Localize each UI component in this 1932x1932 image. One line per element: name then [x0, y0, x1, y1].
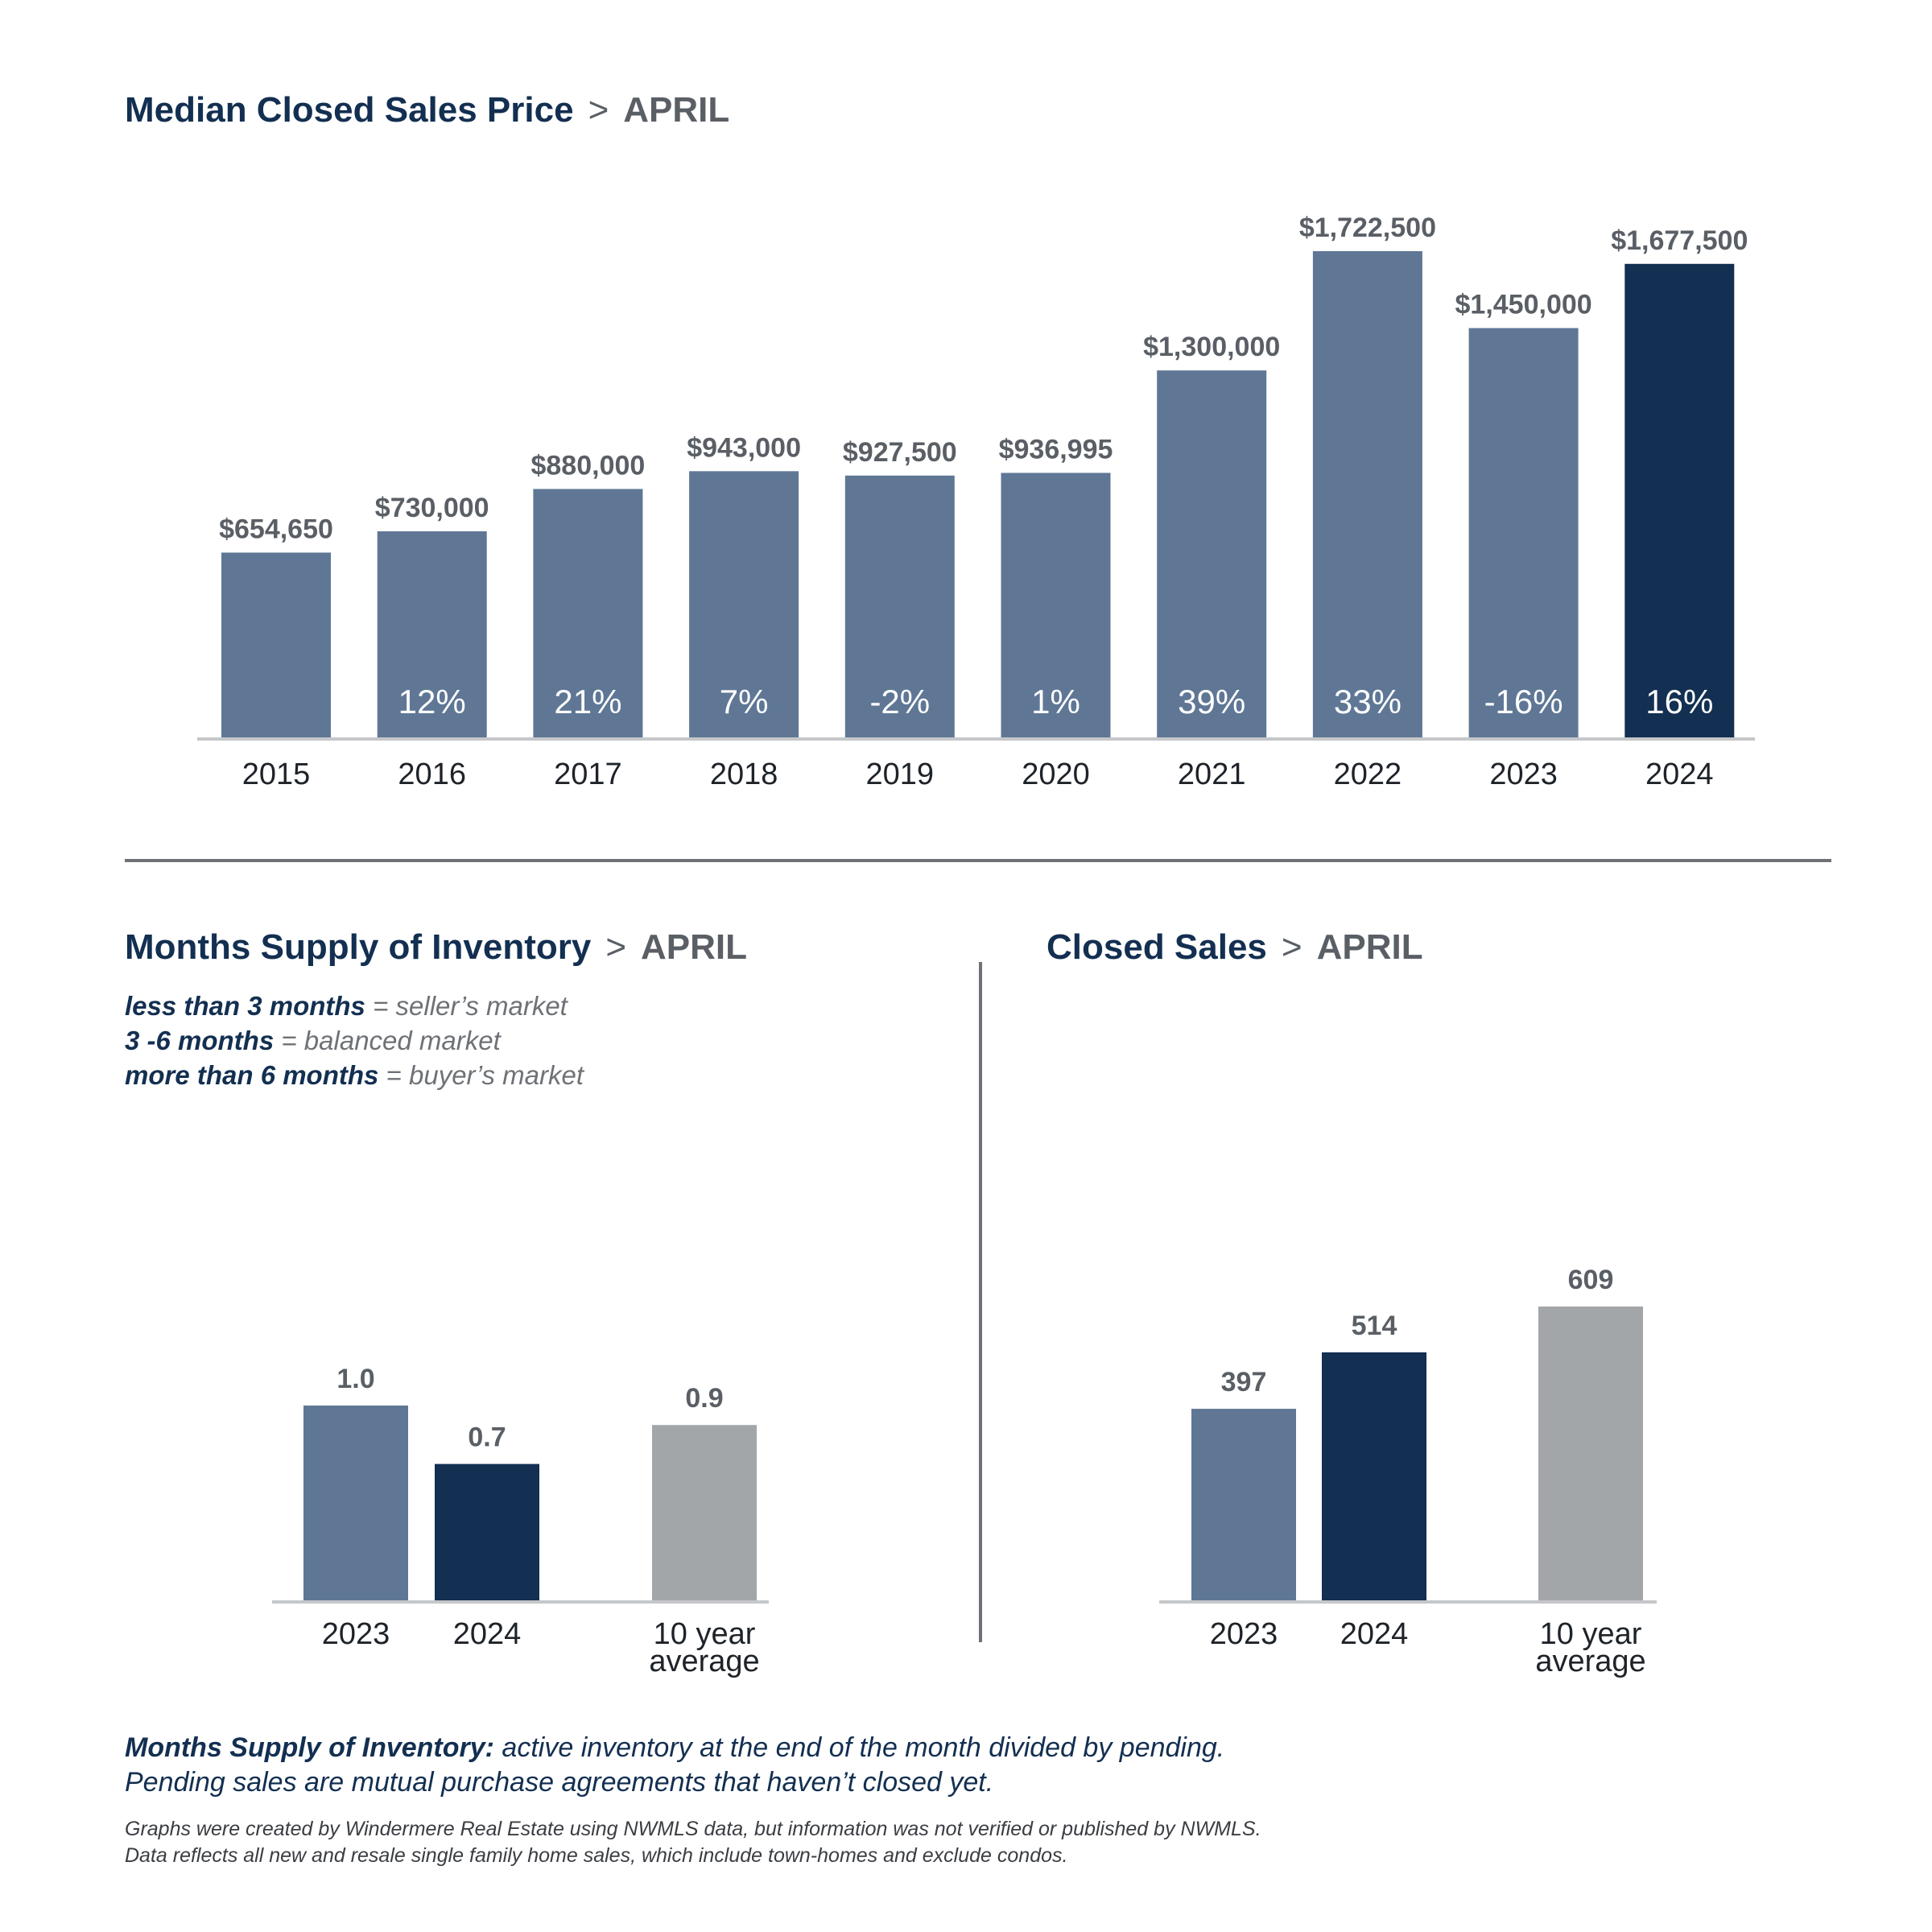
- median-change-label: 1%: [1031, 683, 1080, 720]
- median-tick-label: 2022: [1334, 758, 1402, 791]
- median-bar: [1001, 473, 1111, 737]
- market-legend: less than 3 months = seller’s market 3 -…: [125, 989, 584, 1092]
- supply-title-month: APRIL: [641, 927, 748, 967]
- supply-tick-label: 2024: [453, 1617, 522, 1651]
- median-value-label: $1,677,500: [1611, 225, 1748, 256]
- definition-key: Months Supply of Inventory:: [125, 1732, 494, 1763]
- median-value-label: $927,500: [843, 437, 957, 468]
- closed-title-separator: >: [1281, 927, 1302, 967]
- closed-bar: [1322, 1352, 1426, 1600]
- supply-value-label: 0.7: [468, 1422, 506, 1453]
- median-bar: [689, 471, 799, 737]
- closed-bar: [1538, 1307, 1643, 1600]
- median-title-separator: >: [588, 90, 609, 130]
- median-tick-label: 2023: [1489, 758, 1558, 791]
- supply-tick-label: average: [649, 1645, 759, 1678]
- median-tick-label: 2016: [398, 758, 466, 791]
- legend-text: = buyer’s market: [378, 1060, 584, 1090]
- legend-text: = seller’s market: [365, 991, 568, 1021]
- section-divider-vertical: [979, 962, 982, 1642]
- median-value-label: $654,650: [219, 514, 333, 544]
- median-bar: [844, 475, 955, 737]
- median-value-label: $1,722,500: [1299, 213, 1436, 243]
- median-value-label: $880,000: [530, 450, 645, 481]
- closed-value-label: 397: [1221, 1367, 1267, 1397]
- median-change-label: 39%: [1178, 683, 1245, 720]
- legend-text: = balanced market: [274, 1026, 501, 1055]
- legend-key: more than 6 months: [125, 1060, 379, 1090]
- closed-tick-label: 2024: [1340, 1617, 1409, 1651]
- definition-line-2: Pending sales are mutual purchase agreem…: [125, 1767, 994, 1798]
- closed-tick-label: 10 year: [1540, 1617, 1642, 1651]
- median-bar: [533, 489, 643, 737]
- median-value-label: $936,995: [999, 434, 1113, 464]
- median-change-label: 7%: [720, 683, 769, 720]
- supply-title-main: Months Supply of Inventory: [125, 927, 592, 967]
- source-line-1: Graphs were created by Windermere Real E…: [125, 1818, 1261, 1840]
- source-note: Graphs were created by Windermere Real E…: [125, 1816, 1261, 1869]
- supply-value-label: 1.0: [336, 1364, 374, 1394]
- median-chart-title: Median Closed Sales Price > APRIL: [125, 90, 729, 130]
- closed-tick-label: 2023: [1210, 1617, 1278, 1651]
- median-bar: [1468, 328, 1579, 737]
- section-divider-horizontal: [125, 859, 1831, 862]
- median-change-label: 21%: [554, 683, 621, 720]
- median-change-label: 12%: [398, 683, 466, 720]
- median-tick-label: 2019: [866, 758, 935, 791]
- median-change-label: 16%: [1645, 683, 1713, 720]
- legend-key: 3 -6 months: [125, 1026, 275, 1055]
- median-tick-label: 2024: [1645, 758, 1714, 791]
- closed-title-main: Closed Sales: [1046, 927, 1267, 967]
- legend-line-balanced: 3 -6 months = balanced market: [125, 1023, 584, 1058]
- median-value-label: $730,000: [375, 493, 489, 523]
- median-bar: [377, 531, 487, 737]
- median-bar: [221, 552, 331, 737]
- median-change-label: 33%: [1334, 683, 1402, 720]
- supply-bar: [303, 1406, 408, 1600]
- median-tick-label: 2017: [554, 758, 622, 791]
- closed-value-label: 609: [1568, 1265, 1614, 1295]
- closed-title-month: APRIL: [1316, 927, 1423, 967]
- definition-note: Months Supply of Inventory: active inven…: [125, 1731, 1224, 1800]
- median-value-label: $943,000: [687, 432, 801, 463]
- closed-value-label: 514: [1352, 1311, 1397, 1341]
- median-tick-label: 2015: [242, 758, 311, 791]
- legend-line-buyer: more than 6 months = buyer’s market: [125, 1058, 584, 1092]
- median-bar: [1624, 263, 1735, 737]
- closed-chart-title: Closed Sales > APRIL: [1046, 927, 1423, 968]
- supply-tick-label: 2023: [322, 1617, 390, 1651]
- median-change-label: -2%: [869, 683, 930, 720]
- median-tick-label: 2018: [710, 758, 778, 791]
- supply-bar: [652, 1425, 757, 1600]
- legend-line-seller: less than 3 months = seller’s market: [125, 989, 584, 1023]
- source-line-2: Data reflects all new and resale single …: [125, 1844, 1068, 1867]
- median-bar: [1157, 370, 1267, 737]
- median-bar: [1312, 251, 1422, 737]
- supply-value-label: 0.9: [685, 1383, 723, 1414]
- median-tick-label: 2020: [1022, 758, 1090, 791]
- closed-tick-label: average: [1535, 1645, 1645, 1678]
- supply-bar: [435, 1463, 539, 1600]
- median-change-label: -16%: [1484, 683, 1563, 720]
- definition-line-1: Months Supply of Inventory: active inven…: [125, 1731, 1224, 1765]
- median-value-label: $1,450,000: [1455, 290, 1592, 320]
- supply-title-separator: >: [605, 927, 627, 967]
- supply-tick-label: 10 year: [654, 1617, 756, 1651]
- legend-key: less than 3 months: [125, 991, 365, 1021]
- median-title-main: Median Closed Sales Price: [125, 90, 574, 130]
- median-title-month: APRIL: [623, 90, 730, 130]
- closed-bar: [1191, 1409, 1296, 1600]
- supply-chart-title: Months Supply of Inventory > APRIL: [125, 927, 747, 968]
- median-value-label: $1,300,000: [1143, 332, 1280, 362]
- definition-text: active inventory at the end of the month…: [493, 1732, 1225, 1763]
- median-tick-label: 2021: [1178, 758, 1246, 791]
